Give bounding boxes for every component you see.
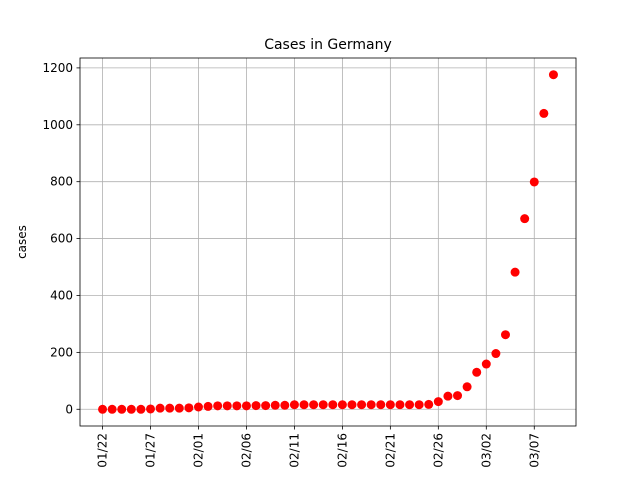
point [491,349,501,359]
point [299,400,309,410]
axes-frame [79,57,577,427]
y-tick-label: 0 [65,402,73,416]
x-tick-label: 02/26 [431,433,445,468]
point [261,401,271,411]
point [357,400,367,410]
point [347,400,357,410]
point [328,400,338,410]
point [289,400,299,410]
x-tick-label: 02/21 [383,433,397,468]
point [213,401,223,411]
point [309,400,319,410]
point [222,401,232,411]
point [462,382,472,392]
y-tick-label: 1200 [42,61,73,75]
point [433,397,443,407]
point [453,391,463,401]
y-tick-label: 600 [50,232,73,246]
point [98,404,108,414]
point [184,403,194,413]
point [472,367,482,377]
point [193,402,203,412]
point [155,403,165,413]
x-tick-label: 02/16 [335,433,349,468]
y-tick-label: 800 [50,175,73,189]
x-tick-label: 02/11 [287,433,301,468]
marks [98,70,558,414]
y-tick-label: 400 [50,288,73,302]
point [500,330,510,340]
point [510,267,520,277]
point [481,359,491,369]
point [318,400,328,410]
point [146,404,156,414]
point [165,403,175,413]
point [107,404,117,414]
point [414,400,424,410]
point [270,400,280,410]
y-axis-label: cases [15,225,29,259]
point [443,391,453,401]
point [529,177,539,187]
grid: 0 200 400 600 800 1000 1200 01/22 01/27 02/01 02/0… [42,58,576,468]
point [395,400,405,410]
point [203,401,213,411]
chart-title: Cases in Germany [264,37,392,53]
point [232,401,242,411]
x-tick-label: 03/07 [527,433,541,468]
point [136,404,146,414]
x-tick-label: 01/22 [96,433,110,468]
point [251,401,261,411]
x-tick-label: 02/06 [239,433,253,468]
point [405,400,415,410]
x-tick-label: 01/27 [144,433,158,468]
point [126,404,136,414]
point [337,400,347,410]
point [376,400,386,410]
point [366,400,376,410]
point [548,70,558,80]
point [174,403,184,413]
x-tick-label: 03/02 [479,433,493,468]
point [520,214,530,224]
y-tick-label: 200 [50,345,73,359]
point [539,108,549,118]
point [117,404,127,414]
point [424,399,434,409]
point [280,400,290,410]
y-tick-label: 1000 [42,118,73,132]
x-tick-label: 02/01 [191,433,205,468]
point [385,400,395,410]
point [241,401,251,411]
